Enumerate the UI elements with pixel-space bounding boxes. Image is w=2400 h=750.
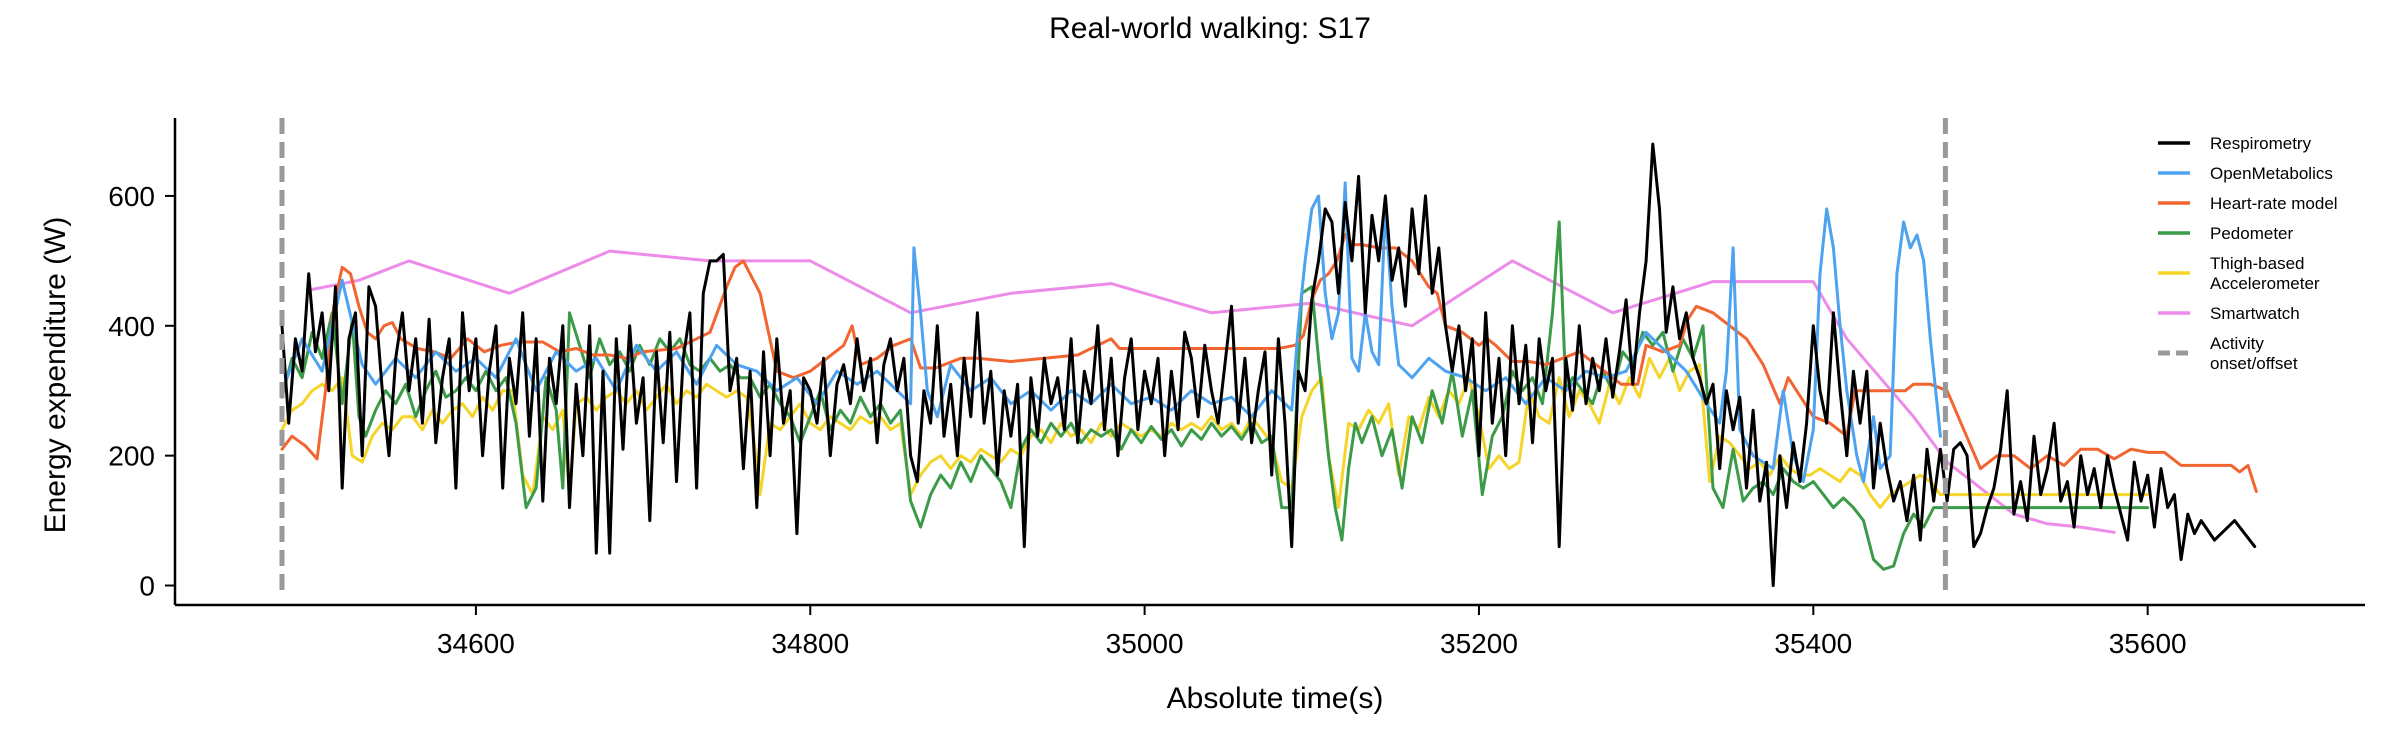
legend-label: Smartwatch <box>2210 304 2300 323</box>
x-tick-label: 35200 <box>1440 628 1518 659</box>
legend-label: Thigh-based <box>2210 254 2305 273</box>
y-tick-label: 400 <box>108 311 155 342</box>
legend: Respirometry OpenMetabolics Heart-rate mod… <box>2158 134 2338 373</box>
x-tick-label: 34600 <box>437 628 515 659</box>
legend-entry-pedometer: Pedometer <box>2158 224 2293 243</box>
y-axis-label: Energy expenditure (W) <box>39 217 72 534</box>
y-tick-label: 600 <box>108 181 155 212</box>
x-axis: 34600 34800 35000 35200 35400 35600 <box>175 603 2365 659</box>
x-tick-label: 34800 <box>771 628 849 659</box>
x-tick-label: 35600 <box>2109 628 2187 659</box>
y-tick-label: 200 <box>108 441 155 472</box>
x-axis-label: Absolute time(s) <box>1167 682 1384 715</box>
legend-label: onset/offset <box>2210 354 2298 373</box>
legend-label: Accelerometer <box>2210 274 2320 293</box>
legend-label: Respirometry <box>2210 134 2312 153</box>
series-line-respirometry <box>280 142 2257 587</box>
x-tick-label: 35400 <box>1774 628 1852 659</box>
legend-entry-heart-rate-model: Heart-rate model <box>2158 194 2338 213</box>
legend-entry-smartwatch: Smartwatch <box>2158 304 2300 323</box>
series-line-smartwatch <box>307 249 2116 534</box>
chart-title: Real-world walking: S17 <box>1049 12 1371 45</box>
y-axis: 0 200 400 600 <box>108 118 177 605</box>
legend-entry-openmetabolics: OpenMetabolics <box>2158 164 2333 183</box>
series-line-pedometer <box>280 220 2150 571</box>
legend-label: Heart-rate model <box>2210 194 2338 213</box>
legend-label: Activity <box>2210 334 2264 353</box>
y-tick-label: 0 <box>139 571 155 602</box>
legend-label: OpenMetabolics <box>2210 164 2333 183</box>
legend-entry-respirometry: Respirometry <box>2158 134 2312 153</box>
legend-label: Pedometer <box>2210 224 2293 243</box>
plot-area <box>279 118 2258 595</box>
x-tick-label: 35000 <box>1106 628 1184 659</box>
